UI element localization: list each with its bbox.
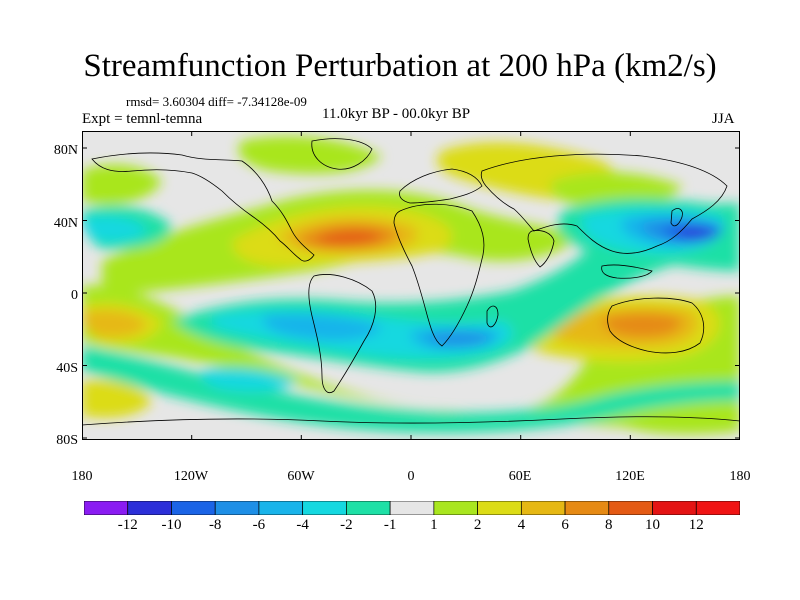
colorbar-label: 6 bbox=[561, 517, 569, 533]
positive-patch-southern-ocean bbox=[82, 379, 152, 418]
lon-label-180e: 180 bbox=[729, 469, 751, 484]
lat-label-40n: 40N bbox=[53, 216, 78, 231]
positive-core-south-pacific-west-inner bbox=[82, 310, 147, 338]
negative-patch-east-pacific-inner bbox=[82, 216, 147, 242]
contour-fields bbox=[82, 136, 740, 435]
colorbar-label: -10 bbox=[161, 517, 182, 533]
negative-patch-south-pacific bbox=[201, 367, 297, 392]
lon-label-120e: 120E bbox=[615, 469, 645, 484]
axis-ticks bbox=[82, 131, 740, 440]
colorbar-label: -1 bbox=[383, 517, 397, 533]
streamfunction-map bbox=[82, 131, 740, 440]
colorbar-swatch bbox=[389, 501, 435, 515]
colorbar bbox=[84, 501, 740, 515]
coastline-greenland bbox=[311, 138, 373, 170]
lon-label-180w: 180 bbox=[71, 469, 93, 484]
colorbar-swatch bbox=[302, 501, 347, 515]
lat-label-40s: 40S bbox=[56, 361, 78, 376]
lat-label-80s: 80S bbox=[56, 433, 78, 448]
coastline-asia bbox=[480, 153, 728, 254]
colorbar-label: -4 bbox=[296, 517, 309, 533]
positive-band-south bbox=[82, 285, 740, 431]
lon-label-0: 0 bbox=[407, 469, 415, 484]
coastline-southeast-asia-islands bbox=[601, 264, 653, 279]
lon-label-120w: 120W bbox=[173, 469, 209, 484]
colorbar-swatch bbox=[433, 501, 478, 515]
colorbar-label: 1 bbox=[430, 517, 438, 533]
colorbar-label: 12 bbox=[688, 517, 704, 533]
season-label: JJA bbox=[712, 111, 735, 127]
colorbar-label: 10 bbox=[645, 517, 661, 533]
colorbar-swatch bbox=[84, 501, 129, 515]
positive-core-max bbox=[317, 230, 382, 245]
colorbar-label: -12 bbox=[117, 517, 138, 533]
lon-label-60e: 60E bbox=[508, 469, 532, 484]
coastline-madagascar bbox=[486, 305, 499, 328]
colorbar-swatch bbox=[608, 501, 653, 515]
colorbar-label: -6 bbox=[252, 517, 266, 533]
colorbar-swatch bbox=[477, 501, 522, 515]
colorbar-swatch bbox=[214, 501, 260, 515]
negative-core-south-atlantic bbox=[262, 314, 382, 341]
stats-text: rmsd= 3.60304 diff= -7.34128e-09 bbox=[126, 94, 307, 109]
colorbar-label: 8 bbox=[605, 517, 613, 533]
colorbar-swatch bbox=[520, 501, 566, 515]
coastline-antarctica bbox=[82, 416, 740, 426]
colorbar-swatch bbox=[652, 501, 697, 515]
colorbar-swatch bbox=[695, 501, 740, 515]
colorbar-swatch bbox=[171, 501, 216, 515]
coastlines bbox=[82, 138, 740, 426]
colorbar-swatch bbox=[346, 501, 391, 515]
coastline-africa bbox=[393, 203, 485, 347]
plot-title: Streamfunction Perturbation at 200 hPa (… bbox=[83, 48, 717, 84]
period-label: 11.0kyr BP - 00.0kyr BP bbox=[322, 106, 471, 122]
negative-core-south-africa-inner bbox=[426, 332, 494, 347]
colorbar-label: -8 bbox=[208, 517, 222, 533]
coastline-india bbox=[527, 230, 555, 268]
colorbar-swatch bbox=[258, 501, 304, 515]
colorbar-label: -2 bbox=[340, 517, 353, 533]
experiment-label: Expt = temnl-temna bbox=[82, 111, 203, 127]
negative-ring-southern-ocean bbox=[82, 346, 740, 433]
positive-patch-north-america bbox=[238, 136, 382, 174]
colorbar-label: 2 bbox=[473, 517, 482, 533]
lat-label-equator: 0 bbox=[71, 288, 78, 303]
coastline-south-america bbox=[308, 274, 377, 393]
coastline-japan bbox=[670, 208, 683, 227]
colorbar-label: 4 bbox=[517, 517, 526, 533]
coastline-north-america bbox=[91, 152, 315, 262]
positive-patch-north-pacific bbox=[82, 164, 162, 205]
lat-label-80n: 80N bbox=[53, 143, 78, 158]
coastline-australia bbox=[607, 297, 705, 354]
coastline-europe bbox=[399, 168, 483, 204]
colorbar-swatch bbox=[127, 501, 172, 515]
lon-label-60w: 60W bbox=[287, 469, 315, 484]
positive-core-australia-max bbox=[602, 313, 682, 337]
negative-core-western-pacific-peak bbox=[677, 228, 717, 239]
colorbar-swatch bbox=[564, 501, 610, 515]
